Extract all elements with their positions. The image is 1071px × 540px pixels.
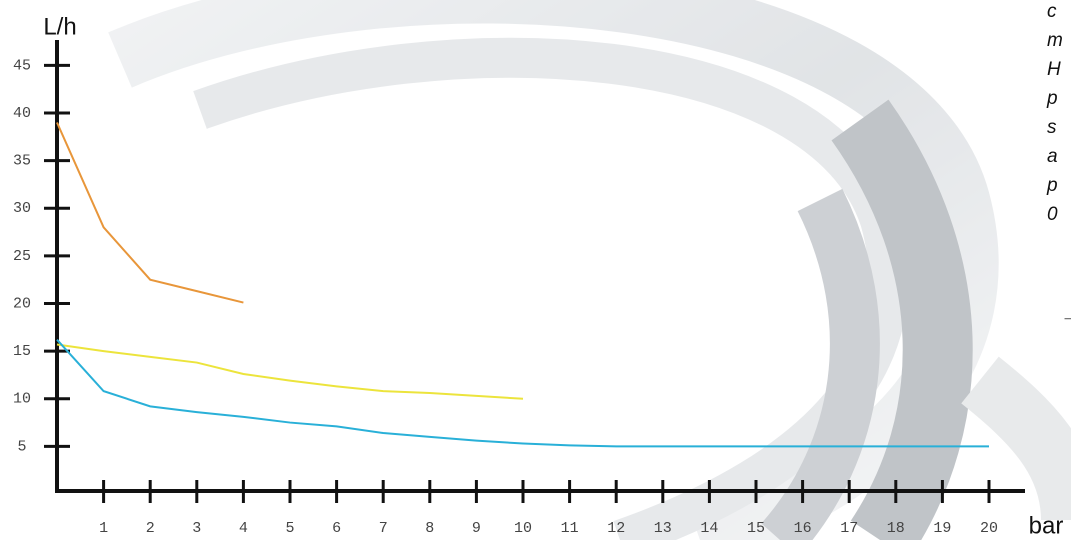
y-tick-label: 20 <box>13 295 31 312</box>
x-tick-label: 4 <box>239 520 248 537</box>
x-tick-label: 1 <box>99 520 108 537</box>
x-tick-label: 3 <box>192 520 201 537</box>
x-tick-label: 17 <box>840 520 858 537</box>
x-tick-label: 15 <box>747 520 765 537</box>
side-text: s <box>1047 117 1057 138</box>
side-text: m <box>1047 30 1063 51</box>
x-tick-label: 18 <box>887 520 905 537</box>
y-tick-label: 35 <box>13 153 31 170</box>
side-text: p <box>1046 88 1058 109</box>
series-line <box>56 339 989 448</box>
y-tick-label: 25 <box>13 248 31 265</box>
x-tick-label: 8 <box>425 520 434 537</box>
x-tick-label: 9 <box>472 520 481 537</box>
side-text: 0 <box>1047 204 1058 225</box>
y-tick-label: 40 <box>13 105 31 122</box>
series-line <box>56 122 244 304</box>
background-hose <box>108 0 1071 540</box>
y-tick-label: 10 <box>13 391 31 408</box>
x-tick-label: 5 <box>285 520 294 537</box>
series-line <box>56 343 524 400</box>
side-text: c <box>1047 1 1057 22</box>
x-tick-label: 11 <box>561 520 579 537</box>
x-tick-label: 20 <box>980 520 998 537</box>
x-tick-label: 6 <box>332 520 341 537</box>
y-axis-label: L/h <box>43 13 76 40</box>
y-tick-label: 30 <box>13 200 31 217</box>
y-tick-label: 15 <box>13 343 31 360</box>
side-text: H <box>1047 59 1061 80</box>
x-tick-label: 10 <box>514 520 532 537</box>
y-tick-label: 5 <box>17 438 26 455</box>
x-tick-label: 19 <box>933 520 951 537</box>
x-tick-label: 16 <box>794 520 812 537</box>
x-axis-label: bar <box>1029 512 1064 539</box>
x-tick-label: 2 <box>146 520 155 537</box>
side-text: p <box>1046 175 1058 196</box>
side-text: _ <box>1064 301 1071 322</box>
x-tick-label: 7 <box>379 520 388 537</box>
x-tick-label: 12 <box>607 520 625 537</box>
x-tick-label: 14 <box>700 520 718 537</box>
y-tick-label: 45 <box>13 57 31 74</box>
x-tick-label: 13 <box>654 520 672 537</box>
side-text: a <box>1047 146 1058 167</box>
